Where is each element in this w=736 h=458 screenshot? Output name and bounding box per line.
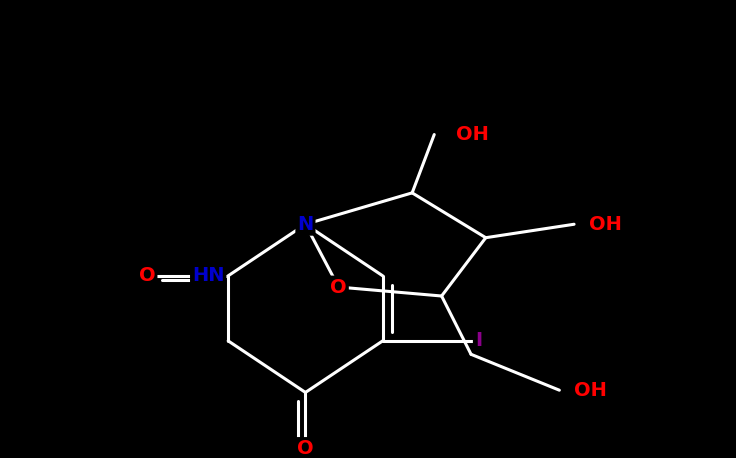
Text: OH: OH — [589, 215, 622, 234]
Text: OH: OH — [456, 125, 489, 144]
Text: O: O — [330, 278, 347, 296]
Text: O: O — [139, 267, 155, 285]
Text: I: I — [475, 331, 482, 350]
Text: HN: HN — [192, 267, 224, 285]
Text: OH: OH — [574, 381, 607, 400]
Text: N: N — [297, 215, 314, 234]
Text: O: O — [297, 439, 314, 458]
